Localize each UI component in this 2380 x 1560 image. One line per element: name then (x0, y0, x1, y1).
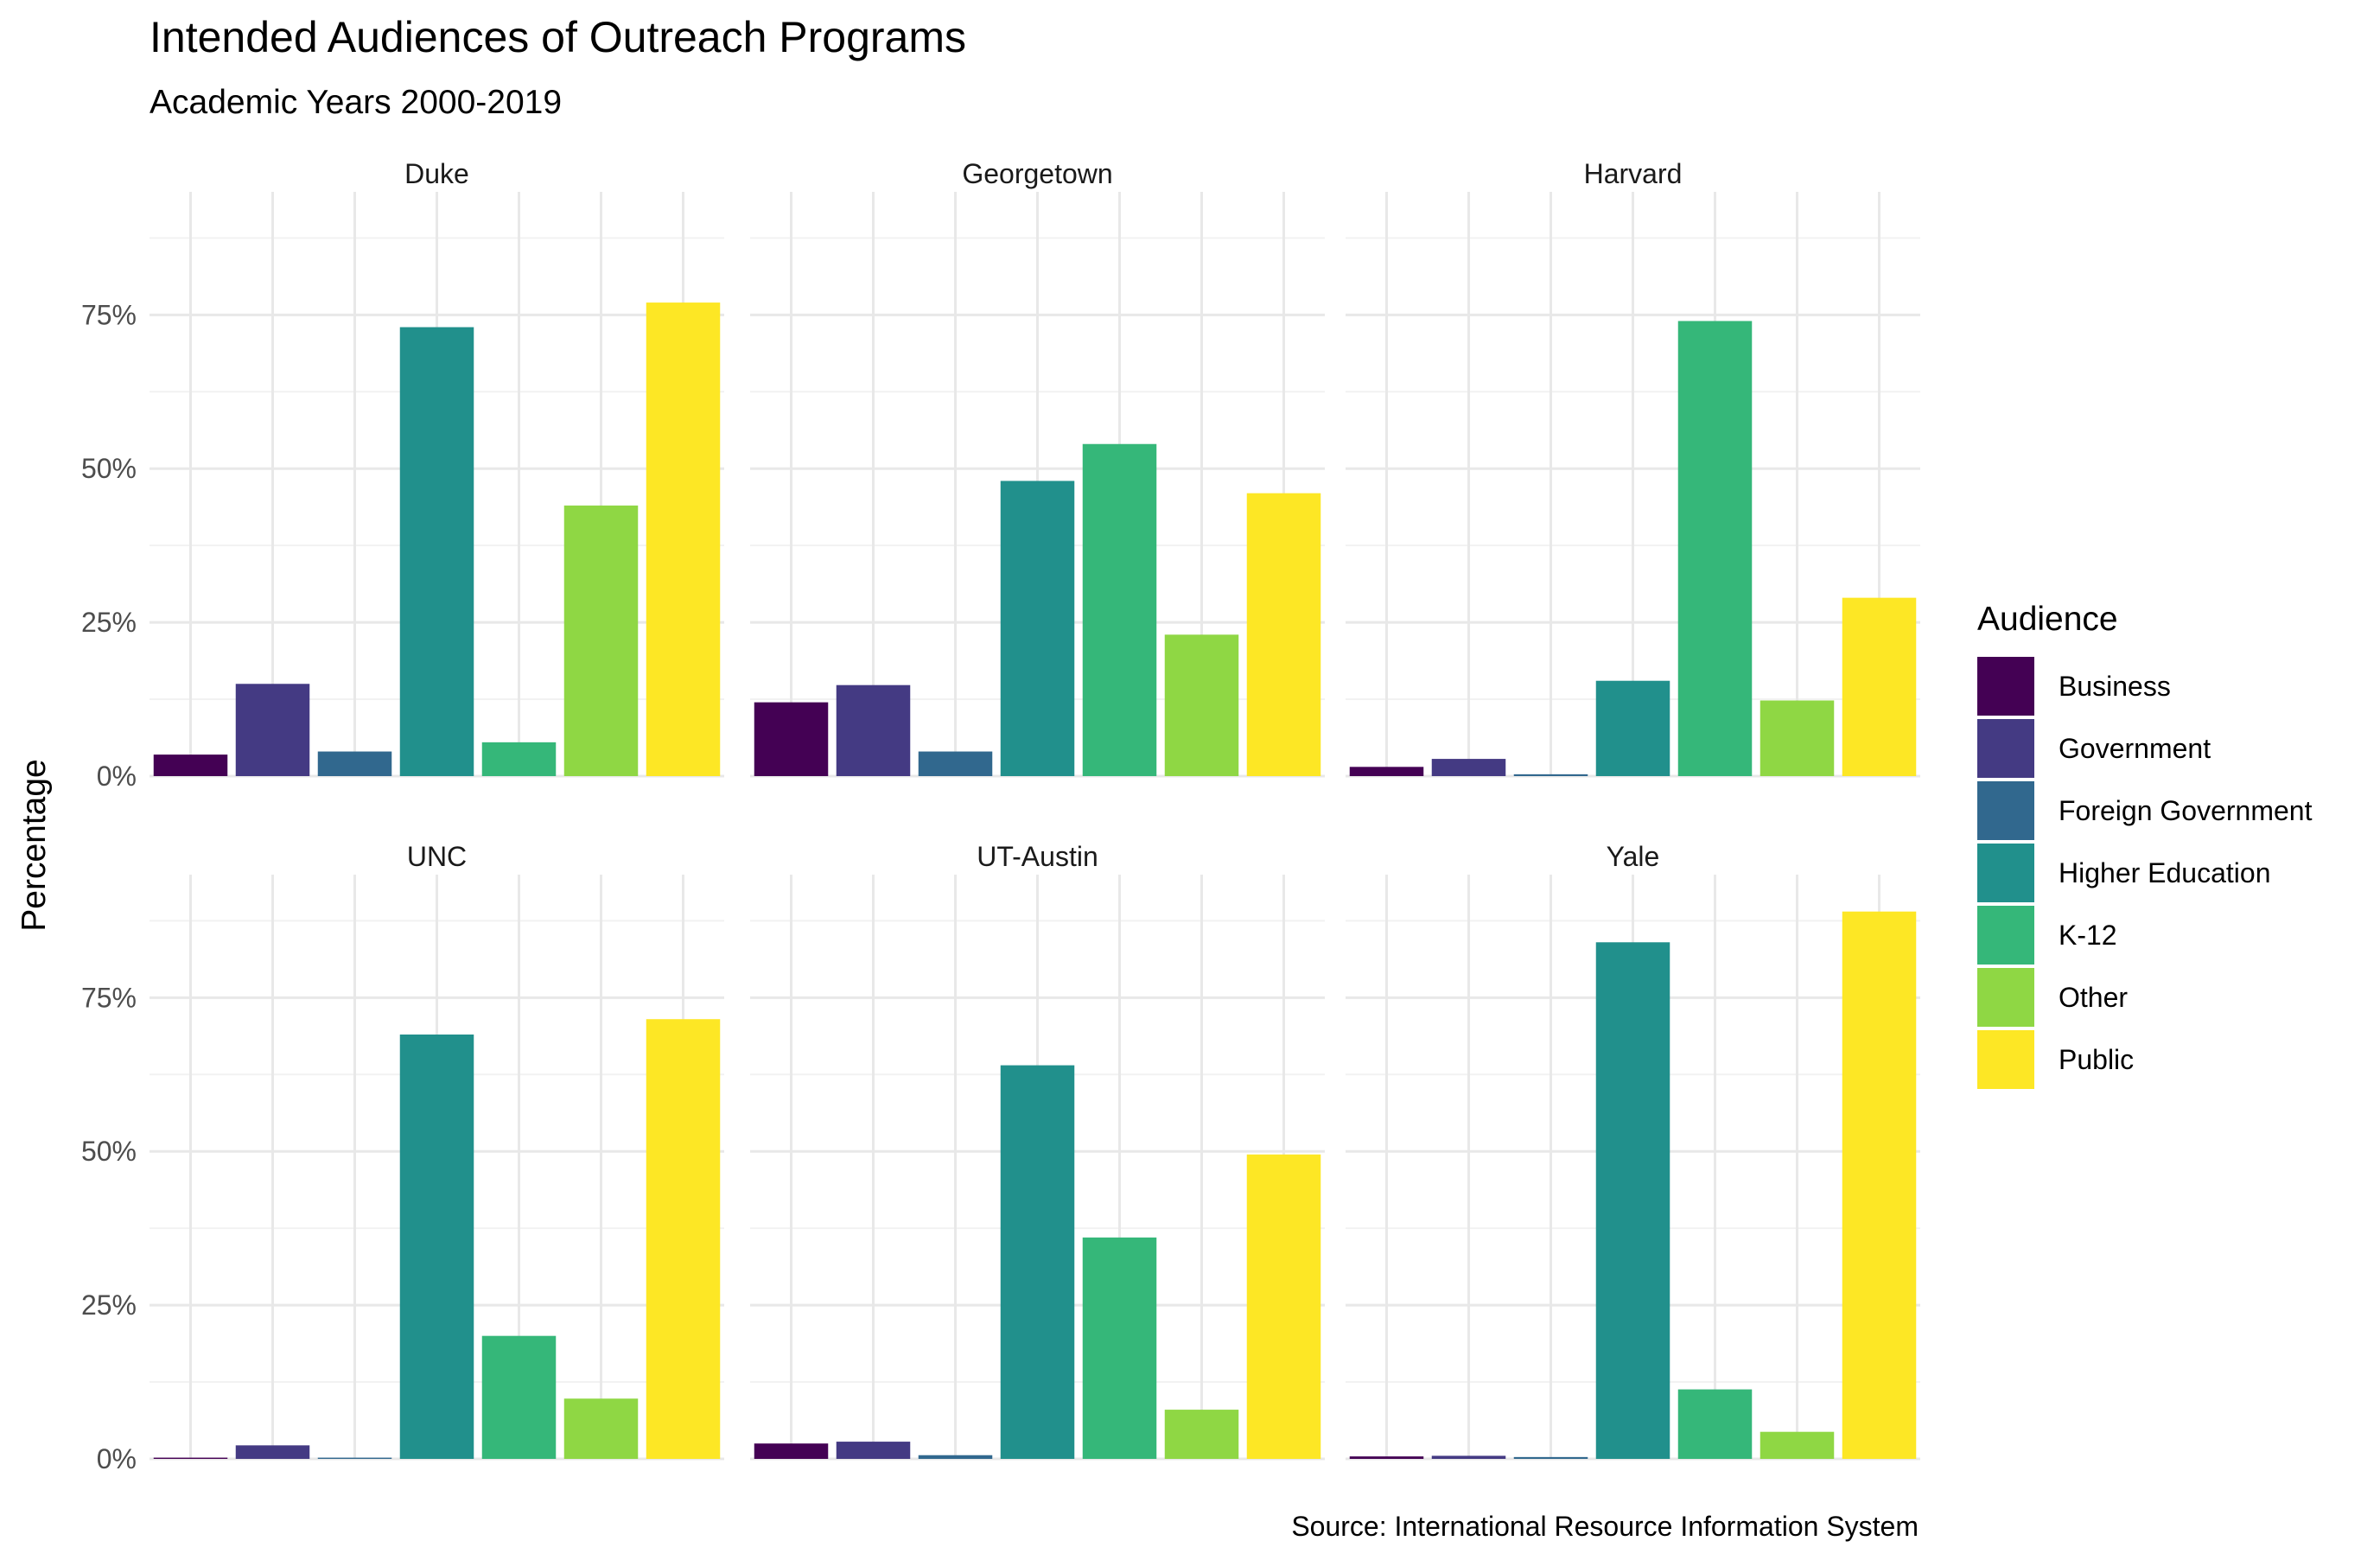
legend-item-other: Other (1977, 968, 2128, 1027)
y-tick-label: 50% (81, 453, 137, 484)
legend-item-foreign-government: Foreign Government (1977, 781, 2313, 840)
y-tick-label: 25% (81, 1289, 137, 1321)
facet-label-harvard: Harvard (1584, 158, 1683, 189)
legend-item-business: Business (1977, 657, 2171, 716)
bar-unc-government (235, 1445, 310, 1459)
legend-label-public: Public (2059, 1044, 2134, 1075)
legend-key-foreign-government (1977, 781, 2034, 840)
bar-harvard-k-12 (1677, 321, 1753, 776)
bar-georgetown-public (1246, 493, 1321, 776)
panel-yale: Yale (1346, 841, 1920, 1461)
legend-key-higher-education (1977, 844, 2034, 902)
legend-item-public: Public (1977, 1030, 2134, 1089)
chart-caption: Source: International Resource Informati… (1291, 1511, 1919, 1542)
bar-ut-austin-higher-education (1000, 1065, 1075, 1459)
bar-harvard-higher-education (1595, 680, 1670, 776)
bar-georgetown-business (754, 702, 829, 776)
bar-ut-austin-k-12 (1082, 1237, 1157, 1459)
bar-yale-business (1349, 1456, 1424, 1459)
panel-duke: Duke 0% 25% 50% 75% (81, 158, 724, 792)
y-tick-label: 75% (81, 299, 137, 330)
facet-label-ut-austin: UT-Austin (977, 841, 1098, 872)
facet-label-unc: UNC (407, 841, 467, 872)
bar-georgetown-k-12 (1082, 443, 1157, 776)
bar-georgetown-other (1164, 634, 1239, 776)
y-axis-label: Percentage (16, 759, 53, 931)
bar-duke-k-12 (481, 742, 557, 776)
bar-duke-higher-education (399, 327, 474, 776)
legend-label-foreign-government: Foreign Government (2059, 795, 2313, 826)
legend-key-public (1977, 1030, 2034, 1089)
bar-ut-austin-government (836, 1442, 911, 1459)
bar-georgetown-foreign-government (918, 751, 993, 776)
bar-georgetown-government (836, 684, 911, 776)
bar-unc-higher-education (399, 1035, 474, 1459)
chart-subtitle: Academic Years 2000-2019 (150, 84, 562, 121)
facet-panels: Duke 0% 25% 50% 75% Georgetown Harvard UNC 0% 25%… (81, 158, 1920, 1474)
bar-yale-other (1760, 1431, 1835, 1459)
legend-label-other: Other (2059, 982, 2128, 1013)
legend-key-other (1977, 968, 2034, 1027)
y-tick-label: 50% (81, 1136, 137, 1167)
legend: Audience Business Government Foreign Gover… (1977, 601, 2313, 1089)
legend-label-k-12: K-12 (2059, 920, 2117, 951)
bar-ut-austin-business (754, 1443, 829, 1459)
y-tick-label: 25% (81, 607, 137, 638)
legend-item-k-12: K-12 (1977, 906, 2117, 965)
bar-yale-k-12 (1677, 1389, 1753, 1459)
legend-title: Audience (1977, 601, 2118, 638)
bar-duke-business (153, 755, 228, 776)
legend-item-government: Government (1977, 719, 2211, 778)
bar-yale-foreign-government (1513, 1456, 1588, 1459)
bar-duke-foreign-government (317, 751, 392, 776)
bar-ut-austin-foreign-government (918, 1455, 993, 1459)
facet-label-georgetown: Georgetown (962, 158, 1112, 189)
legend-key-government (1977, 719, 2034, 778)
y-tick-label: 0% (97, 1443, 137, 1474)
bar-ut-austin-public (1246, 1154, 1321, 1459)
bar-yale-public (1842, 911, 1917, 1459)
bar-yale-government (1431, 1455, 1506, 1459)
bar-georgetown-higher-education (1000, 481, 1075, 776)
bar-duke-public (646, 302, 721, 776)
bar-unc-public (646, 1019, 721, 1459)
bar-harvard-other (1760, 700, 1835, 776)
bar-harvard-foreign-government (1513, 774, 1588, 776)
legend-label-business: Business (2059, 671, 2171, 702)
bar-duke-other (563, 505, 639, 776)
legend-label-higher-education: Higher Education (2059, 857, 2270, 888)
bar-ut-austin-other (1164, 1410, 1239, 1459)
legend-item-higher-education: Higher Education (1977, 844, 2270, 902)
y-tick-label: 75% (81, 982, 137, 1013)
panel-unc: UNC 0% 25% 50% 75% (81, 841, 724, 1474)
facet-label-duke: Duke (404, 158, 469, 189)
panel-georgetown: Georgetown (750, 158, 1325, 778)
bar-unc-k-12 (481, 1335, 557, 1459)
legend-key-k-12 (1977, 906, 2034, 965)
panel-harvard: Harvard (1346, 158, 1920, 778)
panel-ut-austin: UT-Austin (750, 841, 1325, 1461)
bar-harvard-government (1431, 759, 1506, 776)
legend-key-business (1977, 657, 2034, 716)
bar-unc-foreign-government (317, 1457, 392, 1459)
bar-duke-government (235, 684, 310, 776)
bar-harvard-public (1842, 597, 1917, 776)
bar-unc-business (153, 1457, 228, 1459)
legend-label-government: Government (2059, 733, 2211, 764)
bar-harvard-business (1349, 767, 1424, 776)
bar-yale-higher-education (1595, 942, 1670, 1459)
y-tick-label: 0% (97, 761, 137, 792)
bar-unc-other (563, 1398, 639, 1459)
chart-title: Intended Audiences of Outreach Programs (150, 13, 966, 61)
facet-label-yale: Yale (1607, 841, 1660, 872)
